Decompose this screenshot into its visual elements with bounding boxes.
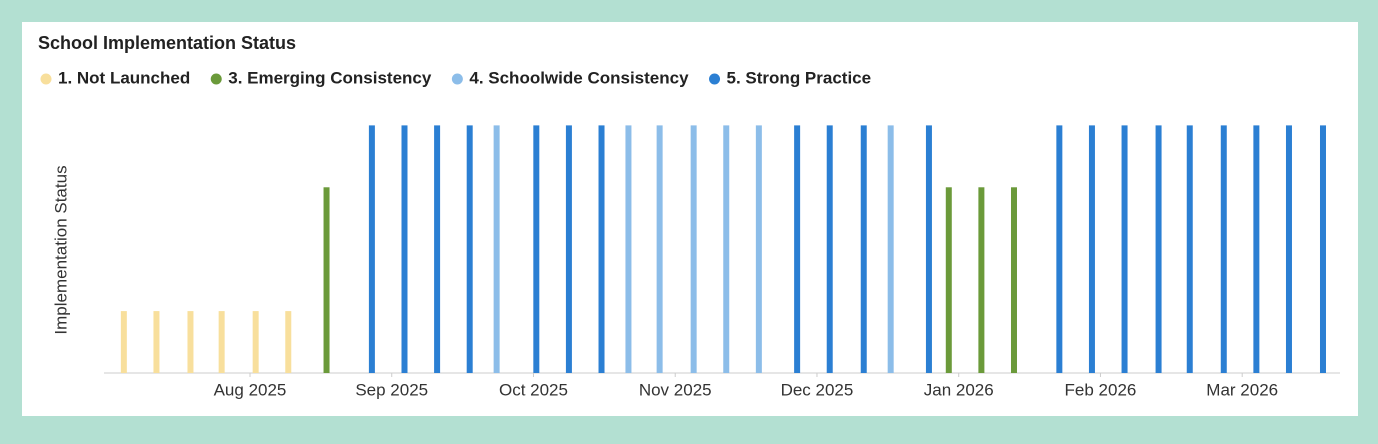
legend-marker [451, 73, 463, 85]
bar [978, 187, 985, 373]
bar [218, 311, 225, 373]
chart-title: School Implementation Status [38, 33, 296, 53]
bar [925, 125, 932, 373]
bar [794, 125, 801, 373]
bar [252, 311, 259, 373]
bar [368, 125, 375, 373]
bar [1186, 125, 1193, 373]
bar [466, 125, 473, 373]
bar [1010, 187, 1017, 373]
legend-marker [40, 73, 52, 85]
bar [1220, 125, 1227, 373]
x-tick-label: Oct 2025 [499, 380, 568, 399]
bar [1253, 125, 1260, 373]
bar [1319, 125, 1326, 373]
bar [434, 125, 441, 373]
bar [625, 125, 632, 373]
bar [120, 311, 127, 373]
bar [285, 311, 292, 373]
bar [945, 187, 952, 373]
bar [1056, 125, 1063, 373]
x-tick-label: Aug 2025 [214, 380, 287, 399]
bar [533, 125, 540, 373]
x-tick-label: Jan 2026 [924, 380, 994, 399]
legend-marker [210, 73, 222, 85]
y-axis-title: Implementation Status [51, 165, 70, 334]
bar [493, 125, 500, 373]
x-tick-label: Mar 2026 [1206, 380, 1278, 399]
x-tick-label: Nov 2025 [639, 380, 712, 399]
legend-label: 5. Strong Practice [727, 68, 872, 87]
bar [323, 187, 330, 373]
bar [1155, 125, 1162, 373]
bar [565, 125, 572, 373]
bar [153, 311, 160, 373]
chart-panel [22, 22, 1358, 416]
bar [401, 125, 408, 373]
bar [723, 125, 730, 373]
bar [755, 125, 762, 373]
bar [690, 125, 697, 373]
bar [887, 125, 894, 373]
legend-marker [709, 73, 721, 85]
bar [1121, 125, 1128, 373]
bar [598, 125, 605, 373]
bar [187, 311, 194, 373]
bar [656, 125, 663, 373]
legend-label: 3. Emerging Consistency [228, 68, 432, 87]
legend-label: 4. Schoolwide Consistency [469, 68, 689, 87]
legend-label: 1. Not Launched [58, 68, 190, 87]
bar [1088, 125, 1095, 373]
bar [860, 125, 867, 373]
x-tick-label: Dec 2025 [781, 380, 854, 399]
x-tick-label: Feb 2026 [1065, 380, 1137, 399]
bar [826, 125, 833, 373]
bar [1285, 125, 1292, 373]
x-tick-label: Sep 2025 [355, 380, 428, 399]
